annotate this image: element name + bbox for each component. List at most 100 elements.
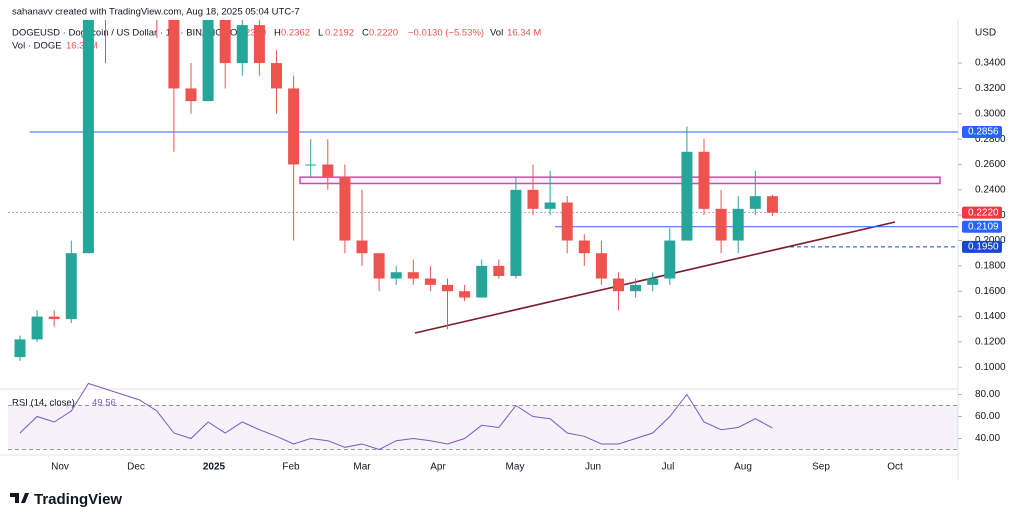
y-tick-label: 0.1400 <box>975 311 1006 322</box>
level-tag <box>962 126 1002 139</box>
candle-body <box>305 164 317 166</box>
candle-body <box>630 284 642 292</box>
y-tick-label: 0.2400 <box>975 184 1006 195</box>
y-tick-label: 0.2600 <box>975 159 1006 170</box>
y-tick-label: 0.1600 <box>975 286 1006 297</box>
resistance-zone <box>299 176 941 185</box>
candles <box>14 20 778 361</box>
y-tick-label: 60.00 <box>975 411 1000 422</box>
x-tick-label: Apr <box>430 462 446 473</box>
candle-body <box>493 265 505 277</box>
y-tick-label: 80.00 <box>975 389 1000 400</box>
x-tick-label: Feb <box>282 462 300 473</box>
candle-body <box>202 20 214 102</box>
x-tick-label: Mar <box>353 462 371 473</box>
candle-body <box>732 208 744 241</box>
candle-body <box>14 339 26 358</box>
x-tick-label: 2025 <box>203 462 226 473</box>
candle-body <box>339 177 351 241</box>
candle-body <box>48 316 60 320</box>
x-tick-label: Aug <box>734 462 752 473</box>
candle-body <box>253 25 265 64</box>
candle-body <box>681 151 693 241</box>
candle-body <box>715 208 727 241</box>
x-tick-label: May <box>506 462 525 473</box>
ohlc: O 0.2350 H 0.2362 L 0.2192 C 0.2220 −0.0130 (−5.… <box>230 28 541 39</box>
y-tick-label: 0.2800 <box>975 134 1006 145</box>
candle-body <box>459 291 471 298</box>
brand: TradingView <box>34 491 122 508</box>
candle-body <box>373 253 385 279</box>
candle-body <box>476 265 488 298</box>
x-tick-label: Jun <box>585 462 601 473</box>
symbol: DOGEUSD · Dogecoin / US Dollar · 1D · BI… <box>12 28 228 39</box>
candle-body <box>647 278 659 285</box>
y-tick-label: 40.00 <box>975 433 1000 444</box>
x-tick-label: Oct <box>887 462 903 473</box>
level-tag <box>962 240 1002 253</box>
candle-body <box>766 196 778 213</box>
candle-body <box>236 25 248 64</box>
candle-body <box>595 253 607 279</box>
x-tick-label: Jul <box>662 462 675 473</box>
x-tick-label: Sep <box>812 462 830 473</box>
candle-body <box>322 164 334 178</box>
level-label: 0.2856 <box>968 127 999 138</box>
y-tick-label: 0.1200 <box>975 337 1006 348</box>
ohlc-key: O <box>230 28 237 39</box>
candle-body <box>510 189 522 277</box>
vol-value: 16.34 M <box>507 28 541 39</box>
trendline <box>414 221 896 334</box>
candle-body <box>31 316 43 340</box>
y-tick-label: 0.3400 <box>975 58 1006 69</box>
candle-body <box>424 278 436 285</box>
ohlc-value: 0.2350 <box>237 28 266 39</box>
level-tag <box>962 206 1002 219</box>
vol-row-value: 16.34M <box>66 41 98 52</box>
candle-body <box>442 284 453 292</box>
candle-body <box>271 63 282 89</box>
candle-body <box>185 88 197 102</box>
candle-body <box>219 20 231 64</box>
rsi-value: 49.56 <box>92 398 116 409</box>
y-tick-label: 0.1800 <box>975 261 1006 272</box>
credit: sahanavv created with TradingView.com, A… <box>12 7 300 18</box>
rsi-title: RSI (14, close) <box>12 398 75 409</box>
candle-body <box>390 272 402 279</box>
candle-body <box>65 253 77 320</box>
candle-body <box>578 240 590 254</box>
y-tick-label: 0.1000 <box>975 362 1006 373</box>
level-label: 0.1950 <box>968 241 999 252</box>
y-tick-label: 0.3200 <box>975 83 1006 94</box>
level-tag <box>962 220 1002 233</box>
currency: USD <box>975 28 996 39</box>
change: −0.0130 (−5.53%) <box>408 28 484 39</box>
y-tick-label: 0.2000 <box>975 235 1006 246</box>
x-tick-label: Dec <box>127 462 145 473</box>
ohlc-key: L <box>318 28 323 39</box>
candle-body <box>356 240 368 254</box>
candle-body <box>407 272 419 279</box>
candle-body <box>527 189 539 209</box>
vol-row: Vol · DOGE <box>12 41 62 52</box>
candle-body <box>168 20 180 89</box>
candle-body <box>544 202 556 209</box>
ohlc-value: 0.2220 <box>369 28 398 39</box>
candle-body <box>749 196 761 209</box>
rsi-line <box>19 382 773 451</box>
ohlc-value: 0.2192 <box>325 28 354 39</box>
x-tick-label: Nov <box>51 462 69 473</box>
level-label: 0.2109 <box>968 221 999 232</box>
logo: TradingView <box>10 491 122 508</box>
ohlc-value: 0.2362 <box>281 28 310 39</box>
ohlc-key: H <box>274 28 281 39</box>
level-label: 0.2220 <box>968 207 999 218</box>
y-tick-label: 0.3000 <box>975 108 1006 119</box>
rsi-band-fill <box>8 405 958 450</box>
candle-body <box>698 151 710 209</box>
vol-key: Vol <box>490 28 503 39</box>
ohlc-key: C <box>362 28 369 39</box>
candle-body <box>82 20 94 254</box>
candle-body <box>561 202 573 241</box>
